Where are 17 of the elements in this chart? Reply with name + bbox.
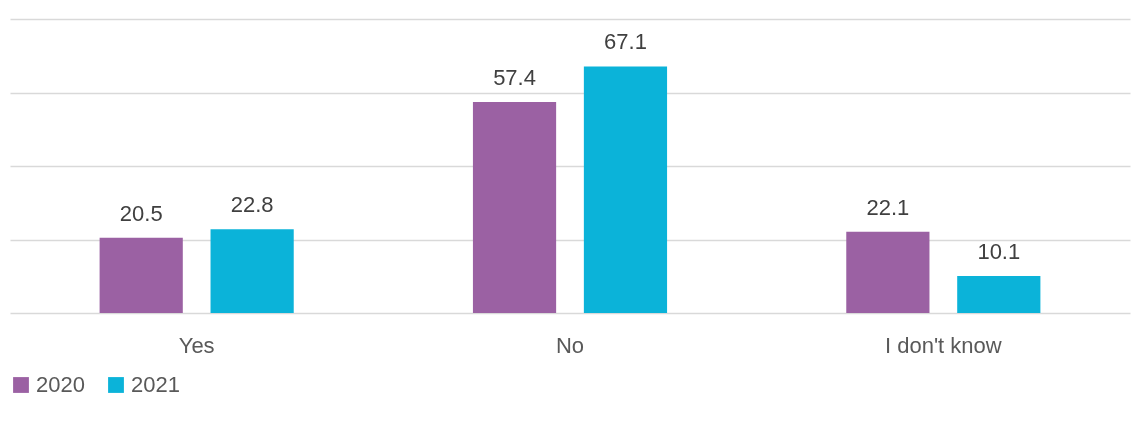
data-label: 22.1	[866, 194, 910, 220]
data-label: 57.4	[493, 65, 536, 91]
x-tick-label: No	[555, 332, 585, 358]
bar	[583, 66, 668, 313]
data-label: 67.1	[604, 29, 647, 55]
legend-label: 2021	[131, 372, 180, 397]
legend-label: 2020	[36, 372, 85, 397]
data-label: 20.5	[119, 200, 163, 226]
bar	[472, 102, 557, 313]
bar	[957, 275, 1041, 313]
data-label: 10.1	[977, 238, 1021, 264]
bar	[99, 237, 183, 313]
bar	[210, 229, 294, 313]
x-tick-label: Yes	[178, 332, 215, 358]
x-tick-label: I don't know	[884, 332, 1002, 358]
bar	[846, 231, 930, 313]
data-label: 22.8	[230, 192, 274, 218]
